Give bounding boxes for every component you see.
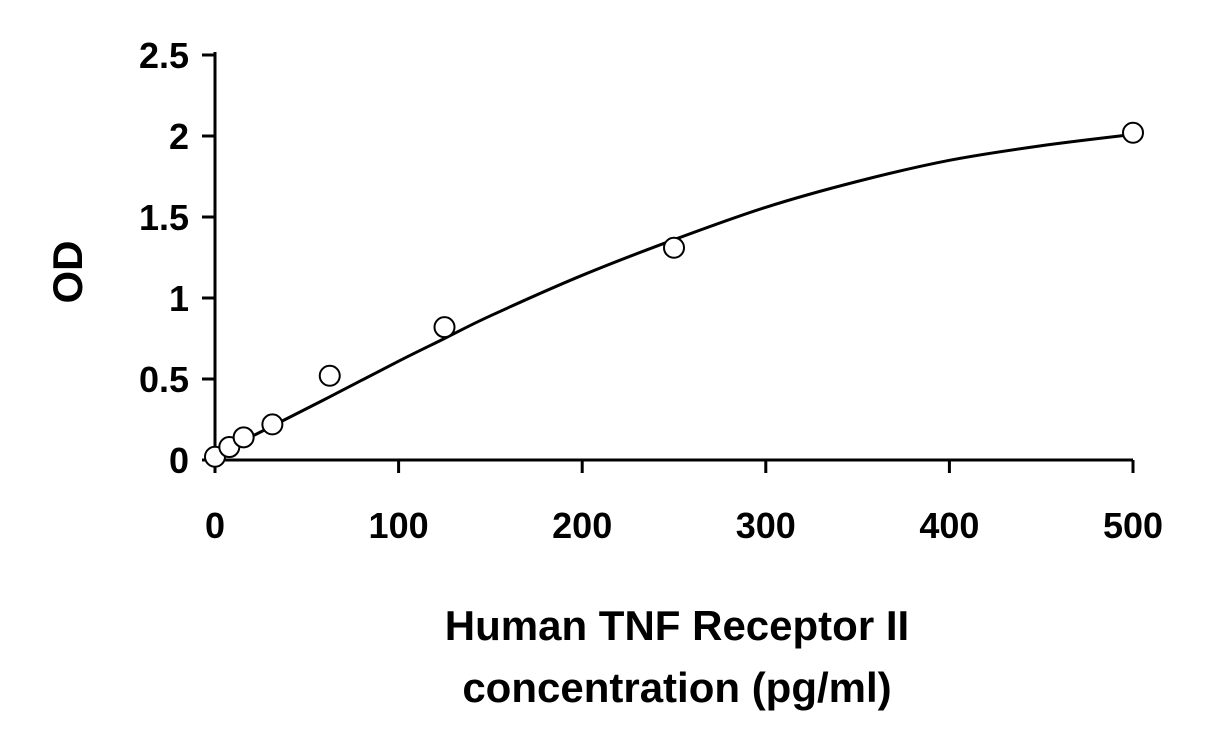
y-tick-label: 2 <box>169 116 189 157</box>
x-axis-title-line-2: concentration (pg/ml) <box>462 664 891 711</box>
data-point <box>663 236 685 259</box>
x-tick-label: 300 <box>736 505 796 546</box>
y-tick-label: 2.5 <box>139 35 189 76</box>
fit-curve <box>214 132 1134 457</box>
data-point <box>318 364 341 387</box>
y-tick-label: 0.5 <box>139 359 189 400</box>
y-tick-label: 0 <box>169 440 189 481</box>
x-tick-label: 200 <box>552 505 612 546</box>
y-axis-title: OD <box>44 241 91 304</box>
x-axis-title-line-1: Human TNF Receptor II <box>445 602 909 649</box>
x-tick-label: 500 <box>1103 505 1163 546</box>
data-point <box>433 316 456 339</box>
data-point <box>232 426 255 449</box>
x-tick-label: 0 <box>205 505 225 546</box>
data-point <box>261 413 284 436</box>
y-ticks: 0 0.5 1 1.5 2 2.5 <box>139 35 215 481</box>
x-tick-label: 100 <box>369 505 429 546</box>
data-points <box>204 121 1144 468</box>
y-tick-label: 1.5 <box>139 197 189 238</box>
x-ticks: 0 100 200 300 400 500 <box>205 460 1163 546</box>
data-point <box>1122 121 1144 144</box>
x-tick-label: 400 <box>919 505 979 546</box>
y-tick-label: 1 <box>169 278 189 319</box>
